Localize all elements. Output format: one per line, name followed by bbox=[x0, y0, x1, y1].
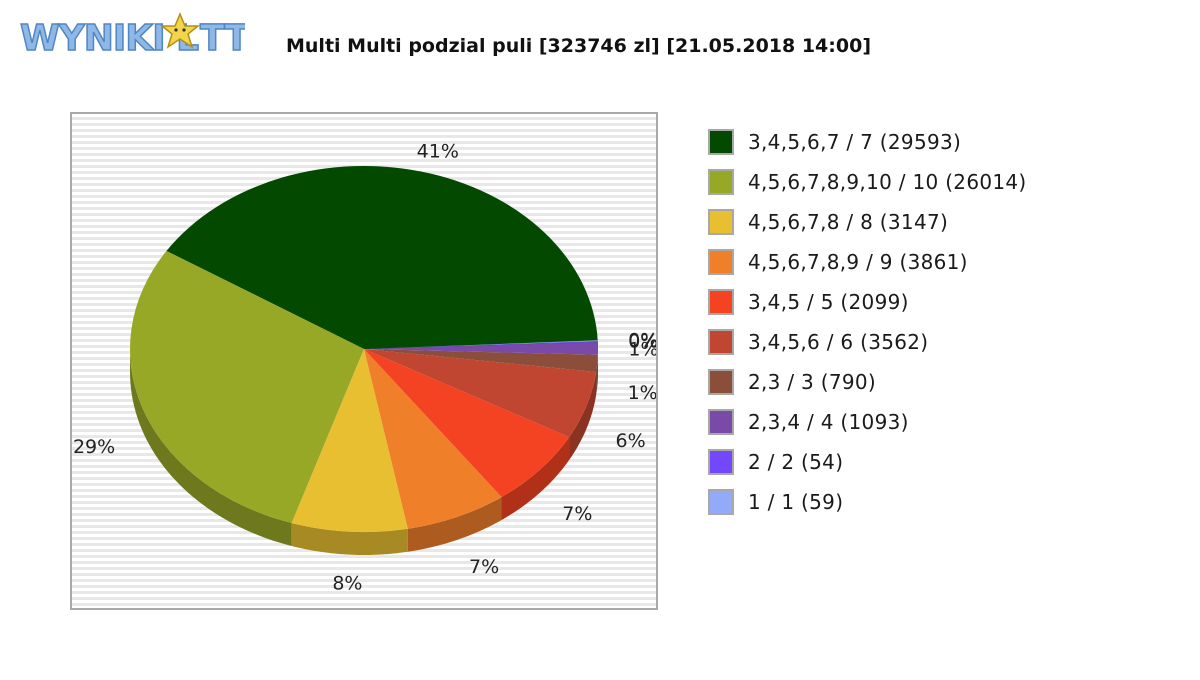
svg-text:TTO: TTO bbox=[200, 18, 245, 58]
wyniki-lotto-logo[interactable]: WYNIKI L TTO bbox=[19, 10, 279, 60]
legend-swatch bbox=[708, 449, 734, 475]
legend-item[interactable]: 2,3 / 3 (790) bbox=[708, 362, 1178, 402]
legend-item[interactable]: 4,5,6,7,8 / 8 (3147) bbox=[708, 202, 1178, 242]
legend-label: 2 / 2 (54) bbox=[748, 450, 844, 474]
legend-swatch bbox=[708, 249, 734, 275]
chart-title: Multi Multi podzial puli [323746 zl] [21… bbox=[286, 35, 872, 57]
legend-swatch bbox=[708, 129, 734, 155]
pie-slice-side bbox=[569, 371, 597, 461]
pie-slice-side bbox=[501, 437, 570, 521]
legend-swatch bbox=[708, 289, 734, 315]
slice-percent-label: 7% bbox=[562, 503, 592, 525]
pie-chart: 41%29%8%7%7%6%1%1%0%0% bbox=[72, 114, 656, 608]
legend-label: 2,3 / 3 (790) bbox=[748, 370, 877, 394]
legend-swatch bbox=[708, 209, 734, 235]
pie-slice[interactable] bbox=[364, 349, 570, 498]
legend-swatch bbox=[708, 169, 734, 195]
svg-text:WYNIKI L: WYNIKI L bbox=[20, 18, 198, 58]
legend-item[interactable]: 3,4,5,6,7 / 7 (29593) bbox=[708, 122, 1178, 162]
pie-slice[interactable] bbox=[364, 342, 598, 355]
slice-percent-label: 0% bbox=[628, 331, 656, 353]
legend-label: 3,4,5 / 5 (2099) bbox=[748, 290, 909, 314]
slice-percent-label: 7% bbox=[469, 556, 499, 578]
pie-slice[interactable] bbox=[291, 349, 408, 532]
legend-swatch bbox=[708, 329, 734, 355]
legend-label: 1 / 1 (59) bbox=[748, 490, 844, 514]
legend-swatch bbox=[708, 409, 734, 435]
legend-swatch bbox=[708, 489, 734, 515]
pie-slice-side bbox=[130, 349, 292, 547]
legend-item[interactable]: 2 / 2 (54) bbox=[708, 442, 1178, 482]
slice-percent-label: 6% bbox=[616, 430, 646, 452]
slice-percent-label: 8% bbox=[332, 572, 362, 594]
legend-label: 3,4,5,6,7 / 7 (29593) bbox=[748, 130, 962, 154]
legend-item[interactable]: 4,5,6,7,8,9 / 9 (3861) bbox=[708, 242, 1178, 282]
pie-slice[interactable] bbox=[130, 250, 364, 524]
pie-slice-side bbox=[291, 523, 408, 555]
legend-label: 3,4,5,6 / 6 (3562) bbox=[748, 330, 929, 354]
pie-slice[interactable] bbox=[364, 349, 598, 372]
legend-label: 4,5,6,7,8,9,10 / 10 (26014) bbox=[748, 170, 1027, 194]
legend-item[interactable]: 1 / 1 (59) bbox=[708, 482, 1178, 522]
legend-label: 4,5,6,7,8,9 / 9 (3861) bbox=[748, 250, 968, 274]
pie-slice-side bbox=[407, 497, 502, 552]
legend-label: 2,3,4 / 4 (1093) bbox=[748, 410, 909, 434]
legend-item[interactable]: 3,4,5 / 5 (2099) bbox=[708, 282, 1178, 322]
slice-percent-label: 0% bbox=[628, 330, 656, 352]
slice-percent-label: 41% bbox=[417, 140, 459, 162]
slice-percent-label: 1% bbox=[628, 338, 656, 360]
slice-percent-label: 29% bbox=[73, 436, 115, 458]
plot-area: 41% 29% 8% 7% 7% 6% 1% 1% 0% 0% bbox=[70, 112, 658, 610]
legend-item[interactable]: 3,4,5,6 / 6 (3562) bbox=[708, 322, 1178, 362]
legend-swatch bbox=[708, 369, 734, 395]
legend-label: 4,5,6,7,8 / 8 (3147) bbox=[748, 210, 949, 234]
pie-slice-side bbox=[596, 354, 598, 395]
pie-slice[interactable] bbox=[364, 341, 598, 349]
pie-slice[interactable] bbox=[364, 349, 502, 529]
logo-graphic: WYNIKI L TTO bbox=[19, 12, 279, 60]
pie-slice[interactable] bbox=[364, 349, 597, 438]
legend-item[interactable]: 4,5,6,7,8,9,10 / 10 (26014) bbox=[708, 162, 1178, 202]
slice-percent-label: 1% bbox=[628, 382, 656, 404]
pie-slice[interactable] bbox=[364, 340, 598, 349]
pie-slice[interactable] bbox=[166, 165, 598, 349]
legend: 3,4,5,6,7 / 7 (29593) 4,5,6,7,8,9,10 / 10… bbox=[708, 122, 1178, 522]
legend-item[interactable]: 2,3,4 / 4 (1093) bbox=[708, 402, 1178, 442]
